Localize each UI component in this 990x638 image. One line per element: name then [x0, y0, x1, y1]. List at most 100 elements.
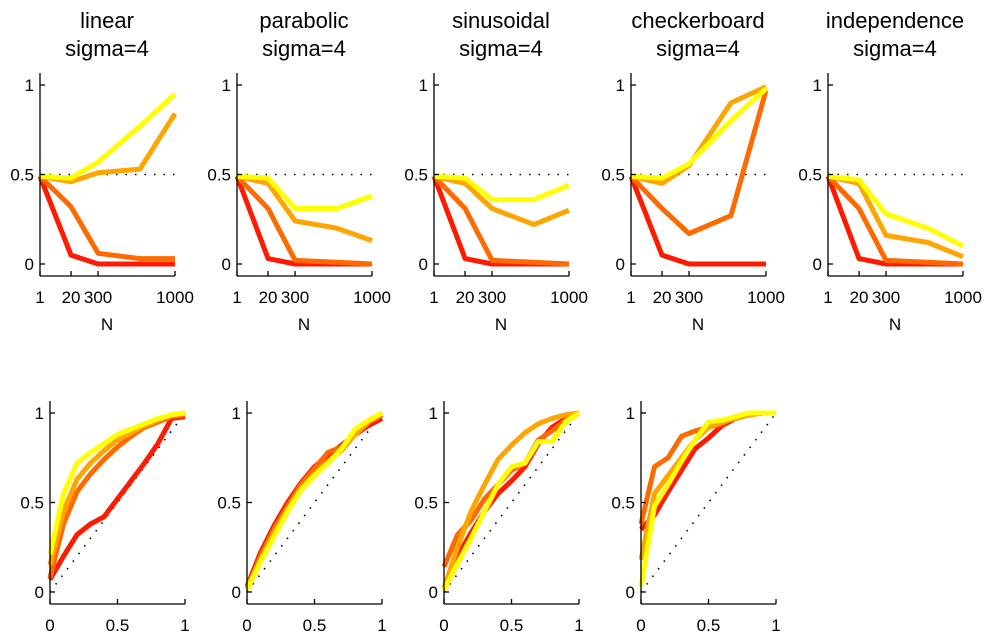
panel-3-title-line1: sinusoidal	[452, 8, 550, 33]
panel-1-series-4-line	[39, 92, 177, 181]
panel-6-series-4-line	[47, 410, 186, 555]
panel-2-y-tick-label: 0.5	[207, 166, 231, 185]
panel-8-x-tick-label: 0.5	[500, 616, 524, 635]
panel-2-series-4-line	[236, 173, 373, 211]
panel-6-series-1-line	[47, 414, 186, 581]
panel-4-series-4-line	[630, 86, 768, 181]
panel-9-x-tick-label: 0	[636, 616, 645, 635]
panel-3-x-tick-label: 1000	[550, 288, 588, 307]
panel-6-y-tick-label: 1	[35, 404, 44, 423]
panel-1-series-3-line	[39, 112, 178, 185]
panel-9-x-tick-label: 0.5	[697, 616, 721, 635]
panel-1-title-line2: sigma=4	[65, 36, 149, 61]
panel-7-series-1-line	[244, 416, 384, 588]
panel-2-title-line2: sigma=4	[262, 36, 346, 61]
panel-3-y-tick-label: 1	[419, 76, 428, 95]
panel-1-x-tick-label: 20	[62, 288, 81, 307]
panel-8-y-tick-label: 1	[429, 404, 438, 423]
panel-7-x-tick-label: 0	[242, 616, 251, 635]
panel-5-title-line2: sigma=4	[853, 36, 937, 61]
panel-3-x-tick-label: 20	[456, 288, 475, 307]
panel-9-y-tick-label: 1	[626, 404, 635, 423]
panel-5-x-axis-label: N	[889, 315, 901, 334]
panel-7-y-tick-label: 1	[232, 404, 241, 423]
panel-6-x-tick-label: 0	[45, 616, 54, 635]
panel-7-diagonal-reference	[246, 412, 383, 593]
panel-1-series-2-line	[38, 174, 175, 262]
panel-8-diagonal-reference	[443, 412, 580, 593]
panel-8-y-tick-label: 0.5	[414, 494, 438, 513]
panel-4-x-tick-label: 1000	[747, 288, 785, 307]
panel-7-x-tick-label: 1	[377, 616, 386, 635]
panel-6-y-tick-label: 0.5	[20, 494, 44, 513]
panel-5-x-tick-label: 20	[850, 288, 869, 307]
panel-2-series-2-line	[235, 174, 373, 267]
panel-7-y-tick-label: 0	[232, 583, 241, 602]
panel-1-title-line1: linear	[80, 8, 134, 33]
panel-5-y-tick-label: 0	[813, 255, 822, 274]
panel-2-x-axis-label: N	[298, 315, 310, 334]
panel-4-x-tick-label: 300	[675, 288, 703, 307]
panel-4-x-axis-label: N	[692, 315, 704, 334]
panel-3-series-4-line	[433, 173, 570, 203]
panel-5-y-tick-label: 0.5	[798, 166, 822, 185]
panel-5-x-tick-label: 1	[823, 288, 832, 307]
panel-5-x-tick-label: 300	[872, 288, 900, 307]
panel-3-series-3-line	[433, 173, 570, 228]
panel-5-series-4-line	[827, 173, 965, 249]
panel-4-series-1-line	[628, 175, 766, 267]
panel-3-title-line2: sigma=4	[459, 36, 543, 61]
panel-4-title-line1: checkerboard	[631, 8, 764, 33]
panel-1-y-tick-label: 0.5	[10, 166, 34, 185]
panel-2-series-3-line	[236, 173, 373, 244]
panel-1-series-1-line	[37, 175, 175, 267]
panel-3-series-2-line	[432, 174, 570, 267]
panel-4-y-tick-label: 0	[616, 255, 625, 274]
panel-9-y-tick-label: 0	[626, 583, 635, 602]
panel-3-y-tick-label: 0.5	[404, 166, 428, 185]
panel-3-x-tick-label: 300	[478, 288, 506, 307]
panel-4-x-tick-label: 1	[626, 288, 635, 307]
panel-2-x-tick-label: 300	[281, 288, 309, 307]
panel-8-series-3-line	[441, 410, 580, 590]
panel-8-x-tick-label: 0	[439, 616, 448, 635]
panel-8-x-tick-label: 1	[574, 616, 583, 635]
panel-2-x-tick-label: 1	[232, 288, 241, 307]
panel-6-x-tick-label: 0.5	[106, 616, 130, 635]
panel-4-y-tick-label: 1	[616, 76, 625, 95]
panel-4-title-line2: sigma=4	[656, 36, 740, 61]
panel-2-title-line1: parabolic	[259, 8, 348, 33]
panel-5-x-tick-label: 1000	[944, 288, 982, 307]
panel-3-y-tick-label: 0	[419, 255, 428, 274]
panel-2-y-tick-label: 0	[222, 255, 231, 274]
panel-9-series-4-line	[638, 410, 776, 588]
panel-7-series-2-line	[244, 412, 384, 590]
panel-2-x-tick-label: 20	[259, 288, 278, 307]
panel-9-x-tick-label: 1	[771, 616, 780, 635]
panel-9-y-tick-label: 0.5	[611, 494, 635, 513]
panel-3-x-axis-label: N	[495, 315, 507, 334]
panel-7-series-4-line	[244, 410, 384, 592]
panel-6-y-tick-label: 0	[35, 583, 44, 602]
panel-1-x-axis-label: N	[101, 315, 113, 334]
panel-2-x-tick-label: 1000	[353, 288, 391, 307]
panel-3-x-tick-label: 1	[429, 288, 438, 307]
panel-1-x-tick-label: 300	[84, 288, 112, 307]
panel-4-series-2-line	[629, 89, 769, 237]
panel-5-title-line1: independence	[826, 8, 964, 33]
panel-1-y-tick-label: 0	[25, 255, 34, 274]
panel-7-y-tick-label: 0.5	[217, 494, 241, 513]
panel-6-x-tick-label: 1	[180, 616, 189, 635]
panel-4-x-tick-label: 20	[653, 288, 672, 307]
panel-5-y-tick-label: 1	[813, 76, 822, 95]
panel-1-x-tick-label: 1000	[156, 288, 194, 307]
panel-2-y-tick-label: 1	[222, 76, 231, 95]
panel-8-y-tick-label: 0	[429, 583, 438, 602]
panel-8-series-4-line	[441, 410, 581, 592]
panel-5-series-2-line	[826, 174, 964, 267]
panel-1-y-tick-label: 1	[25, 76, 34, 95]
panel-7-x-tick-label: 0.5	[303, 616, 327, 635]
panel-4-y-tick-label: 0.5	[601, 166, 625, 185]
panel-1-x-tick-label: 1	[35, 288, 44, 307]
